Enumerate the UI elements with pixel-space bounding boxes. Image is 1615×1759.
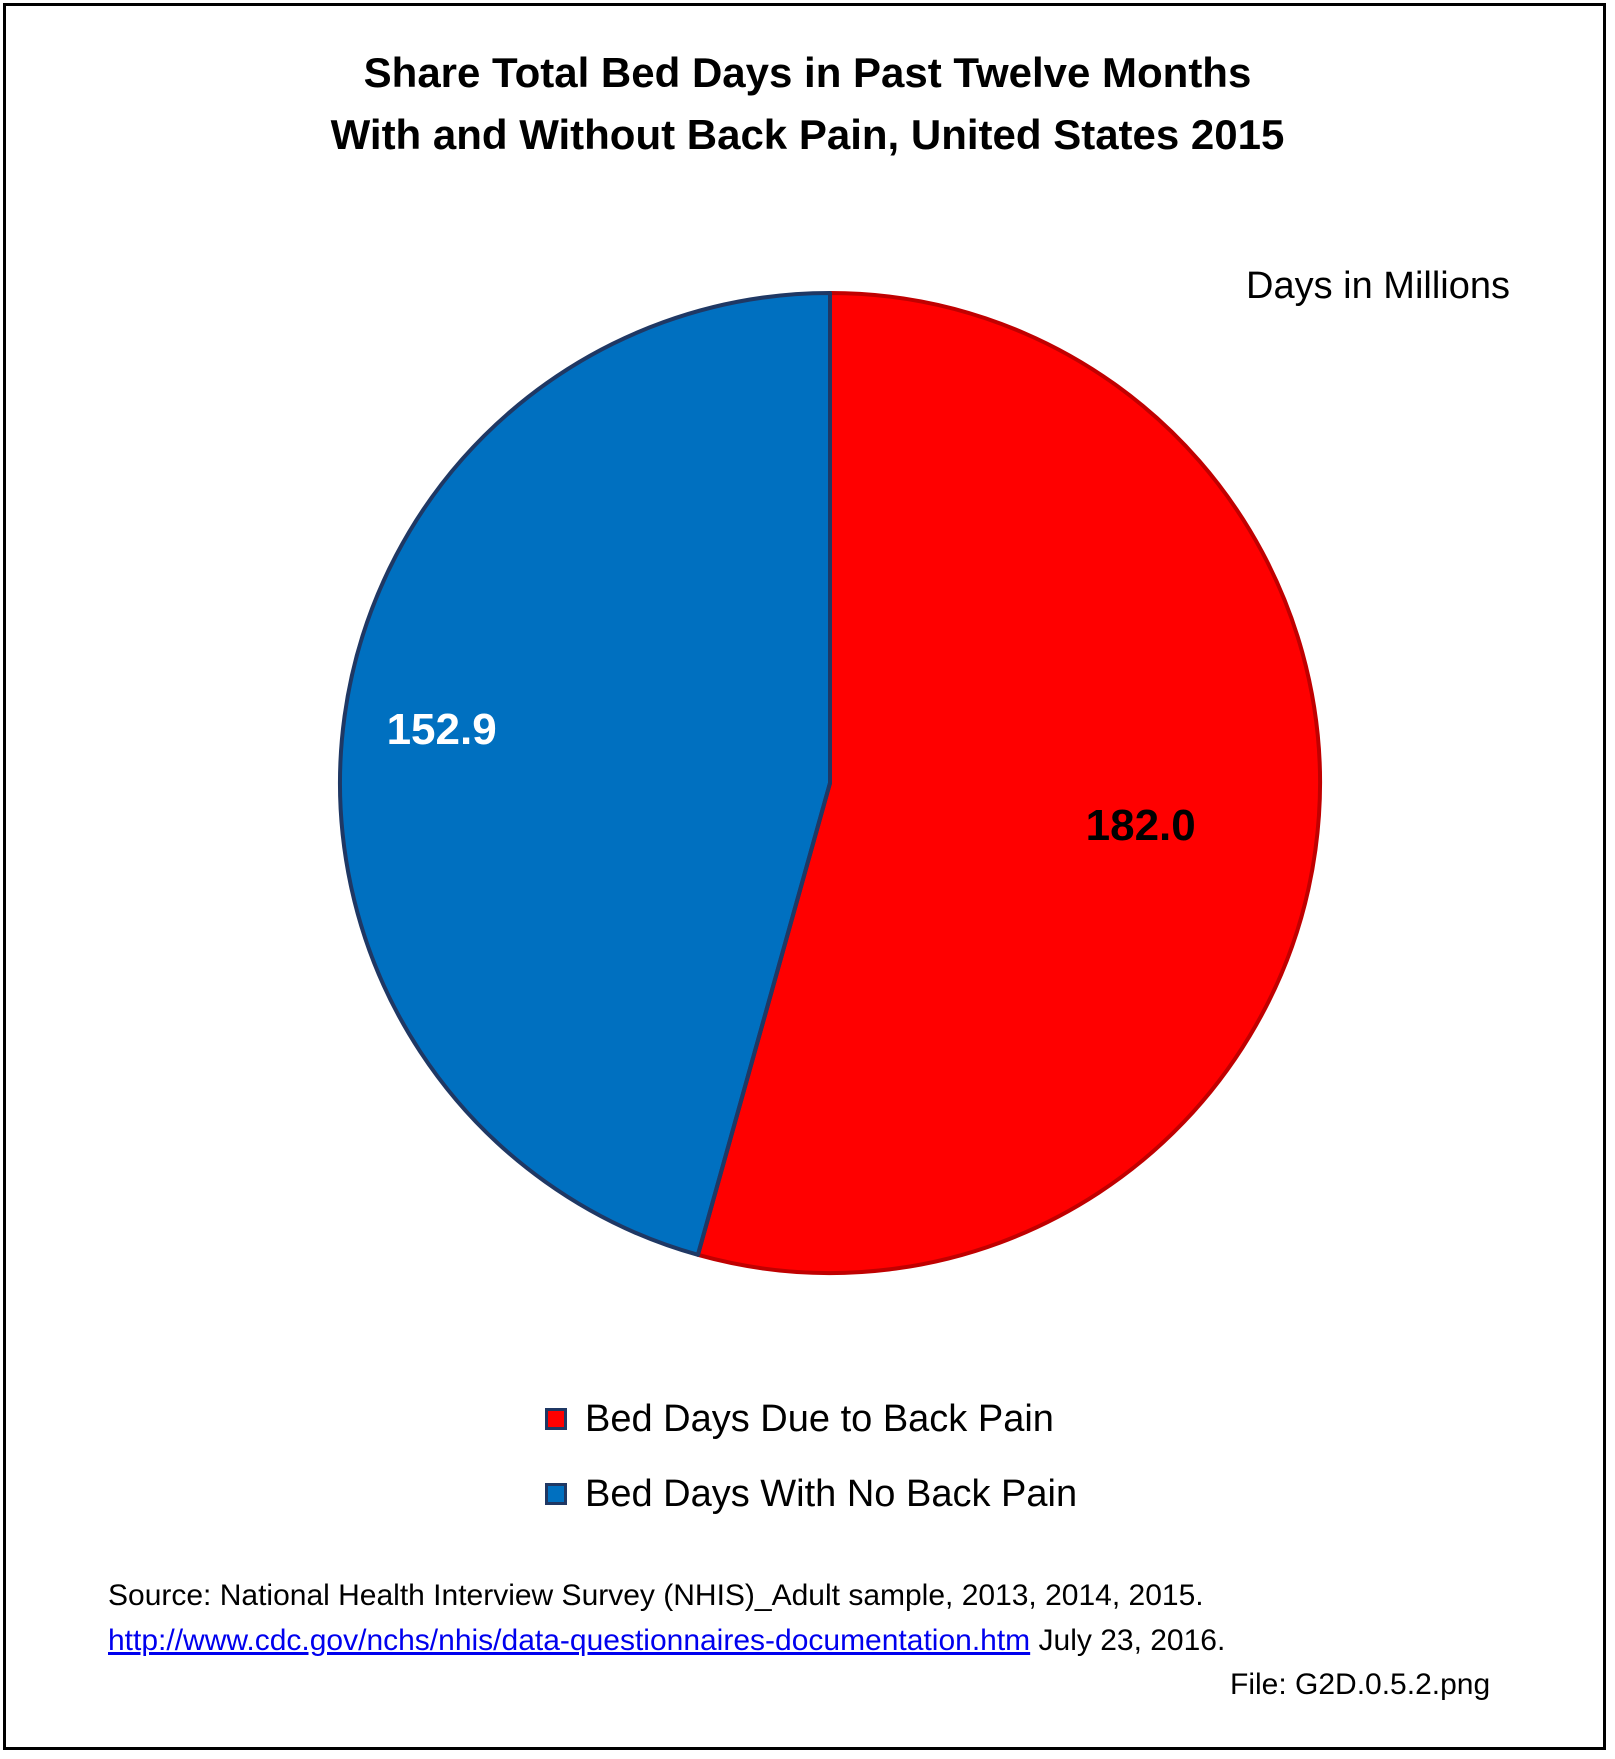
- data-label-no-back-pain: 152.9: [387, 705, 497, 754]
- chart-frame: [3, 3, 1606, 1750]
- legend-swatch-no-back-pain: [545, 1483, 567, 1505]
- source-prefix: Source: National Health Interview Survey…: [108, 1579, 1204, 1612]
- chart-subtitle: With and Without Back Pain, United State…: [330, 111, 1285, 158]
- file-note: File: G2D.0.5.2.png: [1230, 1668, 1491, 1701]
- chart-title: Share Total Bed Days in Past Twelve Mont…: [363, 49, 1252, 96]
- source-note: Source: National Health Interview Survey…: [108, 1573, 1288, 1663]
- source-link[interactable]: http://www.cdc.gov/nchs/nhis/data-questi…: [108, 1624, 1031, 1657]
- pie-slice-no-back-pain: [337, 291, 832, 1257]
- legend-label-back-pain: Bed Days Due to Back Pain: [585, 1398, 1054, 1440]
- legend-swatch-back-pain: [545, 1408, 567, 1430]
- legend-label-no-back-pain: Bed Days With No Back Pain: [585, 1473, 1078, 1515]
- source-date: July 23, 2016.: [1038, 1624, 1226, 1657]
- pie-divider-1: [695, 782, 832, 1256]
- data-label-back-pain: 182.0: [1086, 801, 1196, 850]
- chart-title-block: Share Total Bed Days in Past Twelve Mont…: [0, 42, 1615, 166]
- unit-label: Days in Millions: [1246, 265, 1510, 307]
- pie-slice-back-pain: [695, 291, 1322, 1275]
